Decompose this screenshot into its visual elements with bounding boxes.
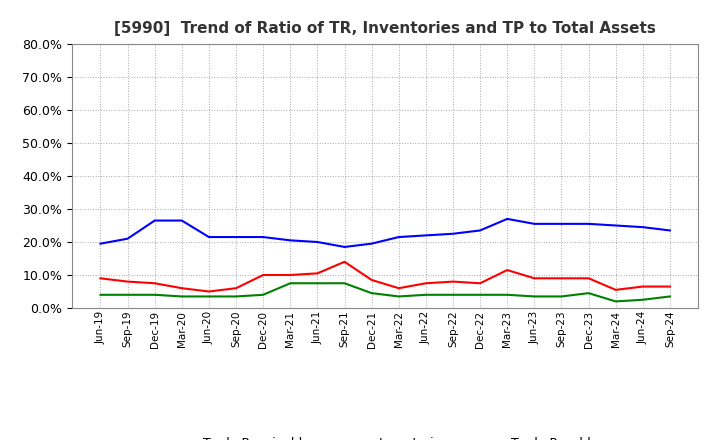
Inventories — [178, 218, 186, 223]
Inventories — [286, 238, 294, 243]
Inventories — [421, 233, 430, 238]
Inventories — [476, 228, 485, 233]
Trade Receivables — [530, 275, 539, 281]
Trade Payables — [503, 292, 511, 297]
Trade Receivables — [665, 284, 674, 289]
Trade Payables — [476, 292, 485, 297]
Trade Payables — [178, 294, 186, 299]
Trade Receivables — [150, 281, 159, 286]
Trade Receivables — [232, 286, 240, 291]
Inventories — [341, 244, 349, 249]
Inventories — [313, 239, 322, 245]
Trade Payables — [665, 294, 674, 299]
Trade Receivables — [367, 277, 376, 282]
Trade Receivables — [584, 275, 593, 281]
Trade Payables — [530, 294, 539, 299]
Line: Trade Payables: Trade Payables — [101, 283, 670, 301]
Trade Payables — [313, 281, 322, 286]
Line: Trade Receivables: Trade Receivables — [101, 262, 670, 292]
Inventories — [395, 235, 403, 240]
Trade Receivables — [421, 281, 430, 286]
Inventories — [611, 223, 620, 228]
Trade Payables — [611, 299, 620, 304]
Trade Payables — [123, 292, 132, 297]
Inventories — [665, 228, 674, 233]
Inventories — [96, 241, 105, 246]
Inventories — [449, 231, 457, 236]
Trade Receivables — [204, 289, 213, 294]
Inventories — [232, 235, 240, 240]
Trade Payables — [150, 292, 159, 297]
Trade Receivables — [178, 286, 186, 291]
Trade Payables — [259, 292, 268, 297]
Trade Payables — [96, 292, 105, 297]
Trade Receivables — [96, 275, 105, 281]
Trade Receivables — [259, 272, 268, 278]
Trade Payables — [395, 294, 403, 299]
Trade Payables — [367, 290, 376, 296]
Trade Receivables — [449, 279, 457, 284]
Inventories — [123, 236, 132, 241]
Legend: Trade Receivables, Inventories, Trade Payables: Trade Receivables, Inventories, Trade Pa… — [161, 432, 610, 440]
Inventories — [584, 221, 593, 227]
Inventories — [503, 216, 511, 221]
Inventories — [639, 224, 647, 230]
Inventories — [204, 235, 213, 240]
Trade Receivables — [557, 275, 566, 281]
Inventories — [259, 235, 268, 240]
Trade Receivables — [286, 272, 294, 278]
Trade Receivables — [611, 287, 620, 293]
Trade Receivables — [341, 259, 349, 264]
Trade Payables — [449, 292, 457, 297]
Trade Payables — [557, 294, 566, 299]
Trade Receivables — [639, 284, 647, 289]
Trade Receivables — [476, 281, 485, 286]
Inventories — [150, 218, 159, 223]
Trade Payables — [341, 281, 349, 286]
Trade Receivables — [313, 271, 322, 276]
Trade Receivables — [395, 286, 403, 291]
Trade Payables — [204, 294, 213, 299]
Trade Receivables — [503, 268, 511, 273]
Trade Payables — [286, 281, 294, 286]
Title: [5990]  Trend of Ratio of TR, Inventories and TP to Total Assets: [5990] Trend of Ratio of TR, Inventories… — [114, 21, 656, 36]
Trade Receivables — [123, 279, 132, 284]
Line: Inventories: Inventories — [101, 219, 670, 247]
Trade Payables — [421, 292, 430, 297]
Trade Payables — [232, 294, 240, 299]
Inventories — [557, 221, 566, 227]
Inventories — [367, 241, 376, 246]
Inventories — [530, 221, 539, 227]
Trade Payables — [584, 290, 593, 296]
Trade Payables — [639, 297, 647, 302]
